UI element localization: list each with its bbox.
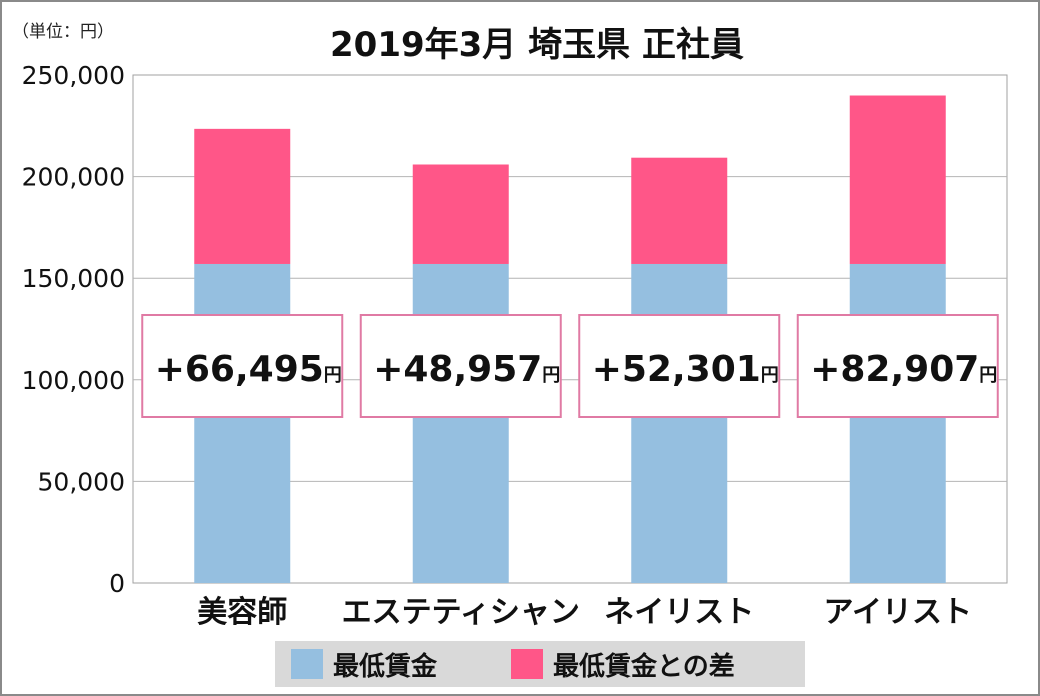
- legend: 最低賃金 最低賃金との差: [275, 641, 805, 687]
- value-label: +82,907円: [810, 349, 997, 390]
- x-category-label: アイリスト: [824, 595, 973, 630]
- value-label-box: [578, 314, 781, 418]
- value-label-unit: 円: [542, 365, 560, 386]
- value-label-unit: 円: [324, 365, 342, 386]
- value-label-amount: +52,301: [592, 349, 761, 390]
- legend-swatch: [291, 649, 323, 679]
- bar-difference: [412, 164, 509, 264]
- y-tick-label: 50,000: [38, 467, 125, 496]
- y-tick-label: 150,000: [22, 264, 125, 293]
- y-tick-label: 200,000: [22, 163, 125, 192]
- plot-area: 0 50,000 100,000 150,000 200,000 250,000 美容師 エス…: [22, 61, 1008, 630]
- value-label-amount: +48,957: [373, 349, 542, 390]
- value-label: +52,301円: [592, 349, 779, 390]
- x-category-label: 美容師: [197, 595, 287, 630]
- y-tick-label: 100,000: [22, 366, 125, 395]
- chart-title: 2019年3月 埼玉県 正社員: [330, 25, 744, 65]
- legend-item-difference: 最低賃金との差: [553, 651, 735, 682]
- value-label-box: [141, 314, 344, 418]
- value-label-box: [796, 314, 999, 418]
- bar-difference: [631, 157, 728, 264]
- bar-minimum-wage: [412, 263, 509, 583]
- x-category-label: エステティシャン: [342, 595, 580, 630]
- bar-minimum-wage: [194, 263, 291, 583]
- legend-swatch: [511, 649, 543, 679]
- bar-difference: [194, 128, 291, 264]
- bar-minimum-wage: [631, 263, 728, 583]
- bar-minimum-wage: [849, 263, 946, 583]
- bar-difference: [849, 95, 946, 264]
- y-tick-label: 0: [109, 569, 125, 598]
- value-label: +66,495円: [155, 349, 342, 390]
- value-label: +48,957円: [373, 349, 560, 390]
- value-label-unit: 円: [979, 365, 997, 386]
- y-tick-label: 250,000: [22, 61, 125, 90]
- value-label-amount: +66,495: [155, 349, 324, 390]
- legend-item-minimum-wage: 最低賃金: [333, 651, 438, 682]
- value-label-amount: +82,907: [810, 349, 979, 390]
- value-label-box: [359, 314, 562, 418]
- x-category-label: ネイリスト: [604, 595, 754, 630]
- value-label-unit: 円: [761, 365, 779, 386]
- unit-note: （単位：円）: [12, 22, 114, 42]
